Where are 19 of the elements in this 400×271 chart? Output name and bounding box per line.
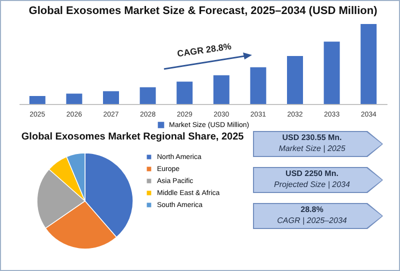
- text: USD 2250 Mn.: [284, 169, 340, 178]
- text: Projected Size | 2034: [273, 180, 351, 189]
- bar: [213, 75, 230, 104]
- text: CAGR | 2025–2034: [276, 216, 348, 225]
- bar: [324, 42, 340, 104]
- bar: [29, 96, 46, 104]
- text: USD 230.55 Mn.: [281, 133, 343, 142]
- annotation: CAGR 28.8%: [176, 41, 232, 59]
- bar: [176, 82, 193, 104]
- bar: [66, 94, 82, 104]
- bar: [140, 87, 156, 104]
- chart-title: Global Exosomes Market Regional Share, 2025: [21, 131, 244, 142]
- text: Market Size | 2025: [278, 144, 346, 153]
- bar: [103, 91, 119, 104]
- bar: [287, 56, 303, 104]
- chart-title: Global Exosomes Market Size & Forecast, 2025–2034 (USD Million): [28, 5, 378, 17]
- text: 28.8%: [300, 205, 324, 214]
- bar: [360, 24, 377, 104]
- bar: [250, 67, 266, 104]
